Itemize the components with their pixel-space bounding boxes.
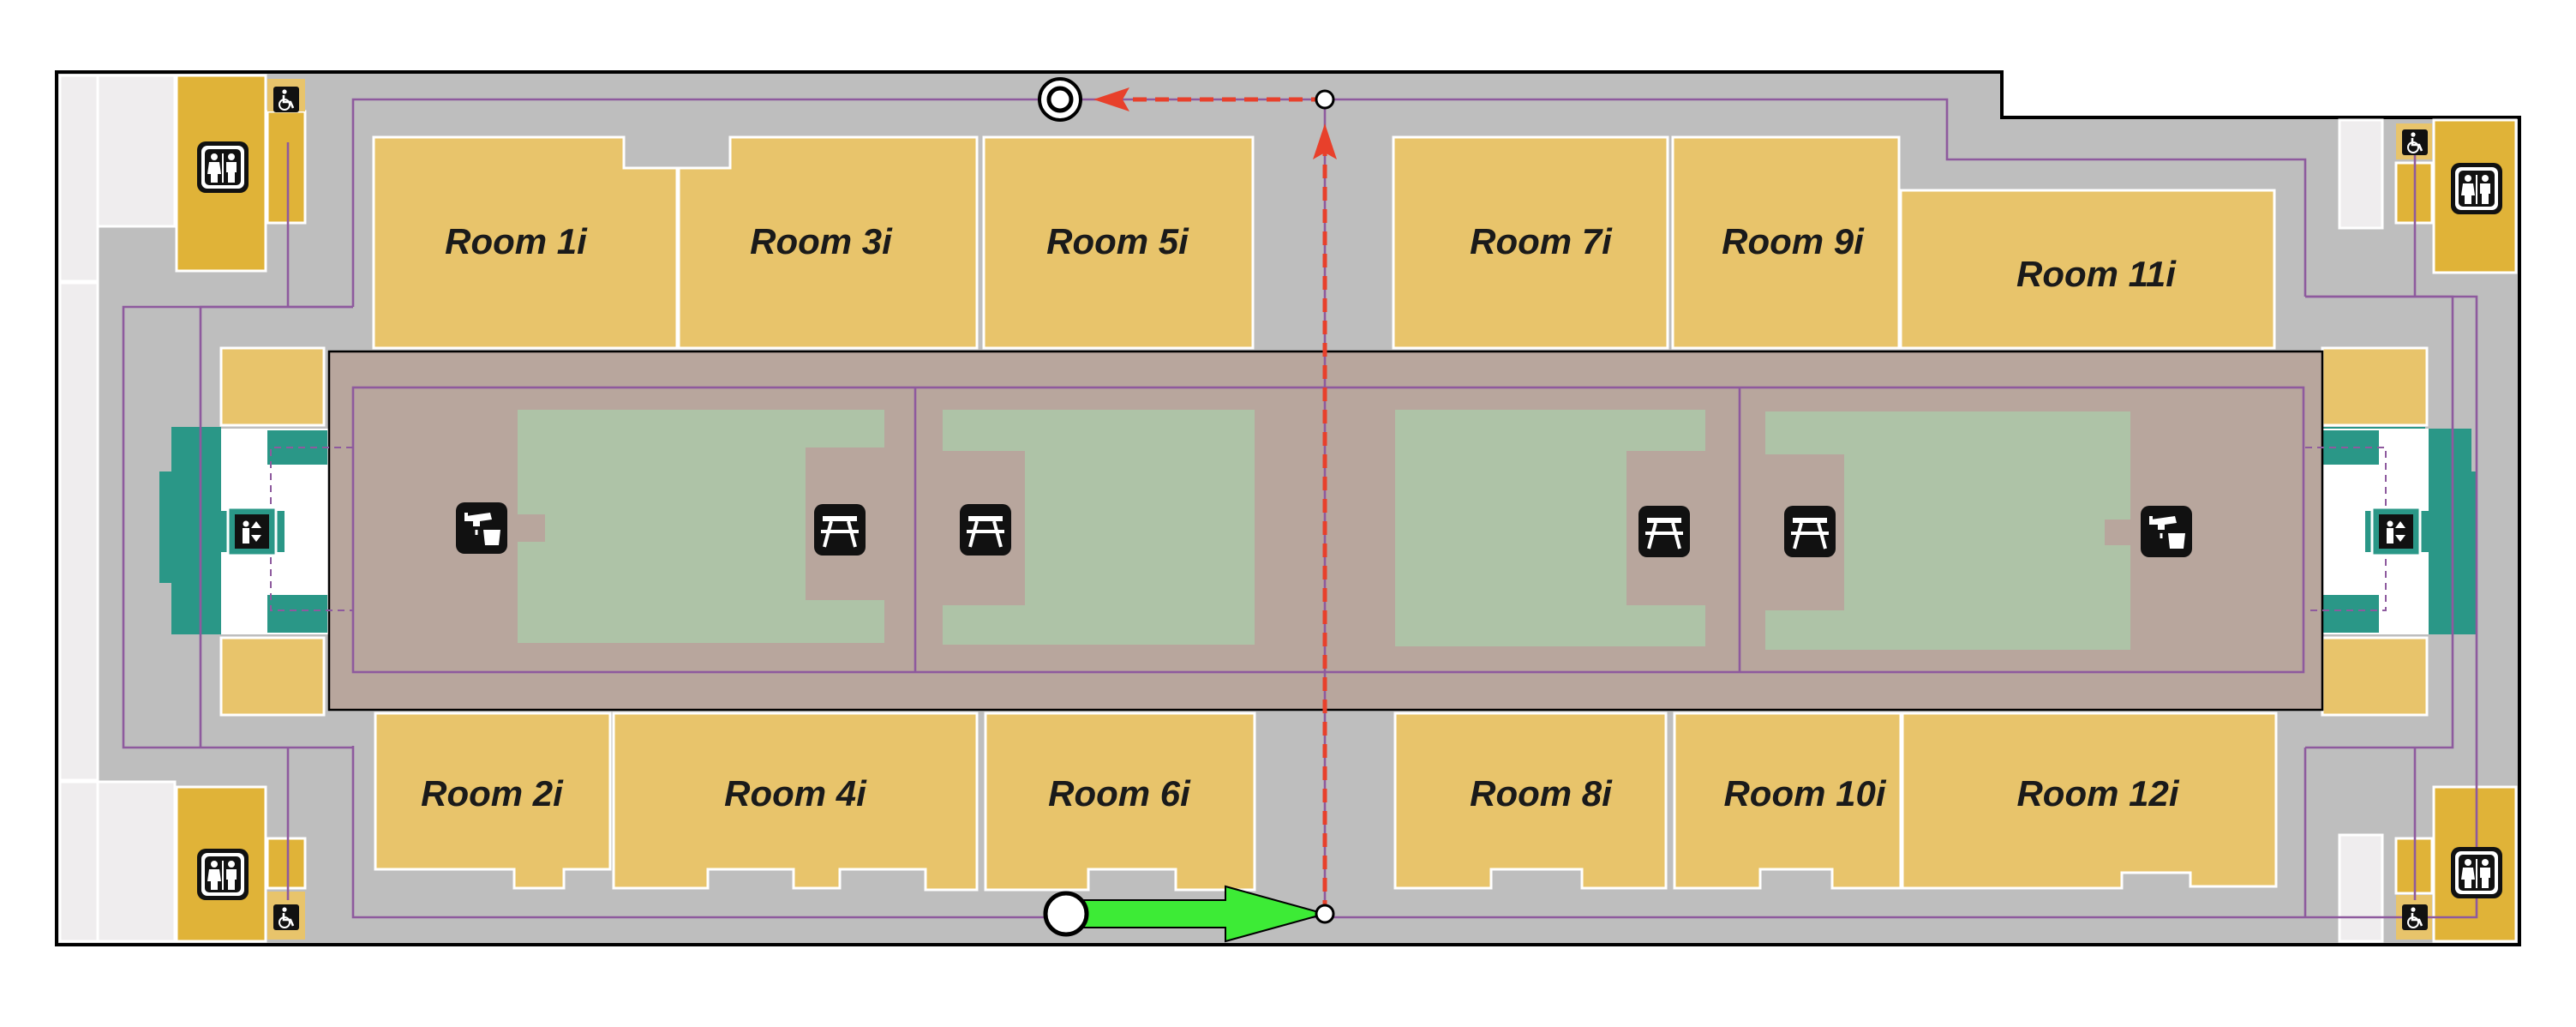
room-label: Room 7i bbox=[1470, 221, 1613, 261]
room-label: Room 1i bbox=[445, 221, 588, 261]
waypoint-bottom bbox=[1315, 904, 1335, 924]
picnic-table-icon bbox=[1637, 504, 1692, 559]
picnic-table-icon bbox=[1782, 504, 1837, 559]
room-label: Room 11i bbox=[2016, 254, 2177, 294]
waypoint-top bbox=[1315, 89, 1335, 110]
courtyard-lawns bbox=[518, 410, 2130, 650]
wheelchair-icon bbox=[2400, 903, 2429, 932]
route-arrowhead-up bbox=[1313, 123, 1337, 159]
left-service-rooms bbox=[58, 74, 177, 943]
room-label: Room 3i bbox=[750, 221, 893, 261]
room-label: Room 9i bbox=[1722, 221, 1865, 261]
start-marker-icon bbox=[1043, 891, 1089, 937]
right-service-rooms bbox=[2338, 118, 2384, 943]
picnic-table-icon bbox=[958, 502, 1013, 557]
walkway-network bbox=[122, 98, 2478, 919]
sink-icon bbox=[454, 501, 509, 556]
wheelchair-icon bbox=[272, 85, 301, 114]
room-label: Room 4i bbox=[724, 773, 867, 814]
elevator-icon bbox=[2370, 506, 2422, 557]
room-labels: Room 1i Room 3i Room 5i Room 7i Room 9i … bbox=[421, 221, 2180, 814]
restroom-icon bbox=[197, 849, 249, 900]
room-label: Room 8i bbox=[1470, 773, 1613, 814]
restroom-icon bbox=[197, 141, 249, 193]
restroom-icon bbox=[2451, 847, 2502, 898]
picnic-table-icon bbox=[812, 502, 867, 557]
start-arrow bbox=[1065, 885, 1328, 943]
room-label: Room 12i bbox=[2016, 773, 2179, 814]
room-label: Room 2i bbox=[421, 773, 564, 814]
wheelchair-icon bbox=[2400, 128, 2429, 157]
elevator-icon bbox=[226, 506, 278, 557]
sink-icon bbox=[2139, 504, 2194, 559]
room-label: Room 10i bbox=[1723, 773, 1886, 814]
wheelchair-icon bbox=[272, 903, 301, 932]
bottom-rooms bbox=[374, 712, 2278, 892]
room-label: Room 6i bbox=[1048, 773, 1191, 814]
route-path bbox=[1038, 77, 1337, 943]
room-label: Room 5i bbox=[1046, 221, 1189, 261]
destination-marker-icon bbox=[1038, 77, 1082, 122]
route-arrowhead-left bbox=[1093, 87, 1129, 111]
top-rooms bbox=[372, 135, 2276, 350]
lawn-notch bbox=[518, 514, 545, 542]
restroom-icon bbox=[2451, 163, 2502, 214]
